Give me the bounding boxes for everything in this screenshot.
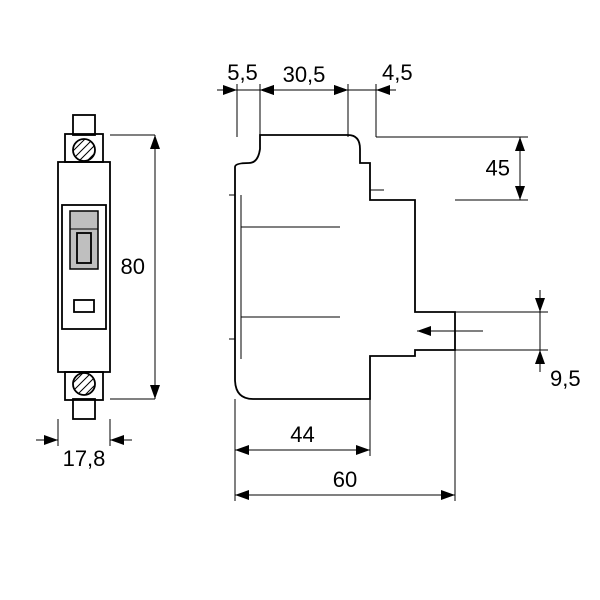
front-top-tab xyxy=(73,115,95,135)
terminal-screw-top xyxy=(73,139,95,161)
dim-80: 80 xyxy=(121,254,145,279)
dim-4-5: 4,5 xyxy=(382,60,413,85)
status-window xyxy=(74,300,94,312)
side-profile xyxy=(235,135,455,399)
dim-5-5: 5,5 xyxy=(227,60,258,85)
front-bottom-tab xyxy=(73,399,95,419)
dim-45: 45 xyxy=(486,156,510,181)
toggle-area xyxy=(70,211,98,269)
dim-30-5: 30,5 xyxy=(283,62,326,87)
dim-9-5: 9,5 xyxy=(550,366,581,391)
terminal-screw-bottom xyxy=(73,373,95,395)
dim-60: 60 xyxy=(333,467,357,492)
dim-17-8: 17,8 xyxy=(63,446,106,471)
dim-44: 44 xyxy=(290,422,314,447)
